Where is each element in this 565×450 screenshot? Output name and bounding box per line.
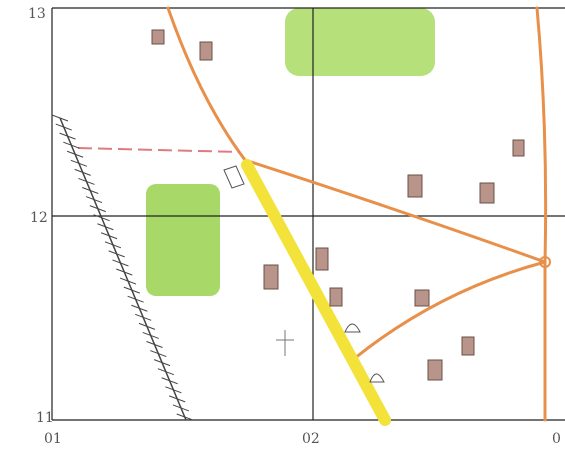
boundary xyxy=(77,147,241,153)
tie xyxy=(108,250,125,258)
tie xyxy=(165,386,182,394)
tie xyxy=(142,331,159,339)
tie xyxy=(172,404,190,412)
road xyxy=(166,6,547,264)
tie xyxy=(85,196,103,204)
house xyxy=(151,29,165,45)
tie xyxy=(104,241,122,249)
tie xyxy=(116,268,133,276)
tie xyxy=(150,350,167,358)
house xyxy=(414,289,430,307)
roundabout xyxy=(539,256,551,268)
tie xyxy=(161,377,178,385)
house xyxy=(199,41,213,61)
tie xyxy=(74,168,91,176)
tie xyxy=(78,177,95,185)
y-label: 13 xyxy=(28,6,46,22)
tie xyxy=(153,359,171,367)
railway-ties xyxy=(51,114,193,421)
x-label: 0 xyxy=(552,431,561,447)
house xyxy=(329,287,343,307)
x-label: 02 xyxy=(302,431,320,447)
tie xyxy=(70,159,88,167)
tie xyxy=(157,368,175,376)
house xyxy=(263,264,279,290)
tie xyxy=(127,295,144,303)
houses xyxy=(151,29,525,381)
house xyxy=(479,182,495,204)
y-label: 12 xyxy=(30,210,48,226)
tie xyxy=(112,259,129,267)
tie xyxy=(51,114,69,122)
tie xyxy=(131,304,148,312)
symbol xyxy=(223,165,245,189)
tie xyxy=(93,214,110,222)
railway xyxy=(59,117,187,421)
house xyxy=(461,336,475,356)
house xyxy=(315,247,329,271)
x-label: 01 xyxy=(44,431,62,447)
main-road xyxy=(241,159,391,426)
tie xyxy=(97,223,114,231)
tie xyxy=(89,205,106,213)
field xyxy=(146,184,220,296)
tie xyxy=(82,187,99,194)
tie xyxy=(119,277,137,285)
tie xyxy=(123,286,140,294)
road xyxy=(353,260,547,360)
tie xyxy=(100,232,118,240)
tie xyxy=(63,141,80,149)
church xyxy=(276,330,294,356)
road xyxy=(535,6,548,422)
field xyxy=(285,8,435,76)
tie xyxy=(169,395,186,403)
tie xyxy=(134,313,152,321)
house xyxy=(427,359,443,381)
house xyxy=(512,139,525,157)
tie xyxy=(176,413,193,421)
tie xyxy=(59,132,76,140)
house xyxy=(407,174,423,198)
symbol xyxy=(344,323,385,383)
tie xyxy=(55,123,72,131)
tie xyxy=(146,341,163,348)
y-label: 11 xyxy=(36,410,54,426)
tie xyxy=(138,322,156,330)
tie xyxy=(66,150,84,158)
